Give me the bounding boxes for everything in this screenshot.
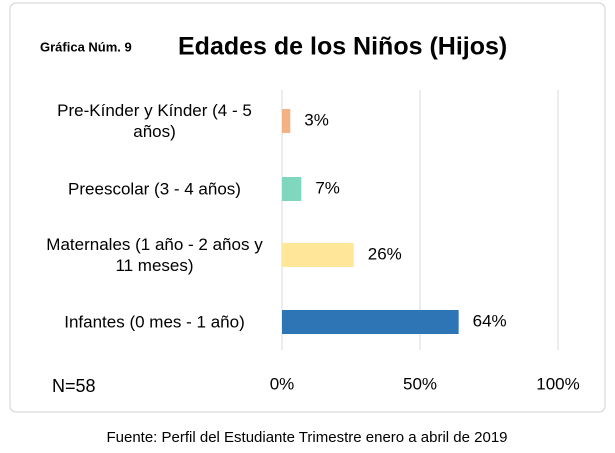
y-tick-label: Pre-Kínder y Kínder (4 - 5 años) (57, 101, 252, 141)
x-tick-label: 100% (536, 374, 579, 393)
data-label: 3% (304, 110, 329, 129)
data-label: 7% (315, 178, 340, 197)
bar (282, 243, 354, 267)
bar (282, 310, 459, 334)
source: Fuente: Perfil del Estudiante Trimestre … (106, 429, 507, 446)
data-label: 64% (473, 311, 507, 330)
y-tick-label: Preescolar (3 - 4 años) (68, 179, 241, 199)
bar (282, 177, 302, 201)
chart-subtitle: Gráfica Núm. 9 (40, 39, 132, 54)
bar (282, 109, 291, 133)
annotation: N=58 (52, 376, 96, 396)
chart-title: Edades de los Niños (Hijos) (178, 33, 507, 61)
chart-border (9, 2, 606, 413)
y-tick-label: Maternales (1 año - 2 años y 11 meses) (46, 235, 263, 275)
x-tick-label: 0% (270, 374, 295, 393)
x-tick-label: 50% (403, 374, 437, 393)
data-label: 26% (368, 244, 402, 263)
y-tick-label: Infantes (0 mes - 1 año) (64, 312, 245, 332)
